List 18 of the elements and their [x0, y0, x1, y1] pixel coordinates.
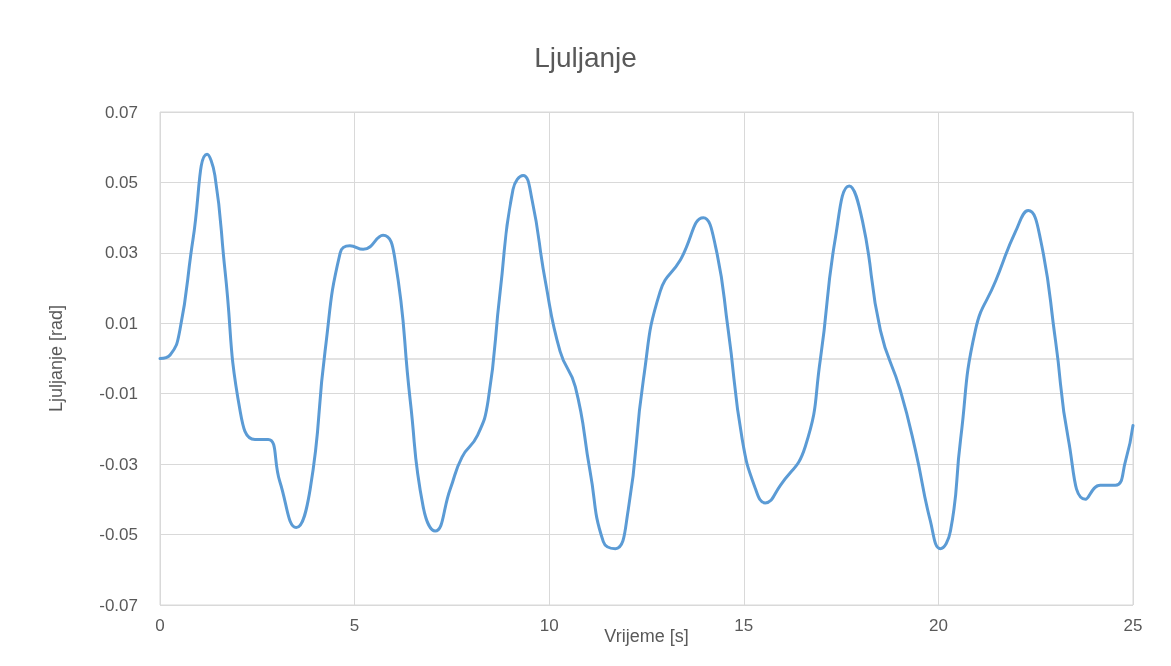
x-tick-label: 10: [539, 616, 559, 635]
y-tick-label: -0.07: [99, 595, 138, 615]
y-tick-label: 0.01: [104, 313, 138, 333]
x-tick-label: 0: [155, 616, 165, 635]
y-tick-label: -0.05: [99, 525, 138, 545]
x-tick-label: 25: [1123, 616, 1143, 635]
x-tick-label: 20: [928, 616, 948, 635]
y-tick-label: 0.03: [104, 243, 138, 263]
line-series: [158, 152, 1135, 551]
x-tick-label: 5: [349, 616, 360, 635]
x-tick-label: 15: [734, 616, 754, 635]
y-tick-label: -0.01: [99, 384, 138, 404]
x-axis-title: Vrijeme [s]: [604, 626, 689, 646]
y-axis-title: Ljuljanje [rad]: [46, 304, 66, 413]
y-tick-label: 0.07: [104, 102, 138, 122]
y-tick-label: -0.03: [99, 454, 138, 474]
y-tick-label: 0.05: [104, 172, 138, 192]
chart-title: Ljuljanje: [534, 41, 637, 73]
